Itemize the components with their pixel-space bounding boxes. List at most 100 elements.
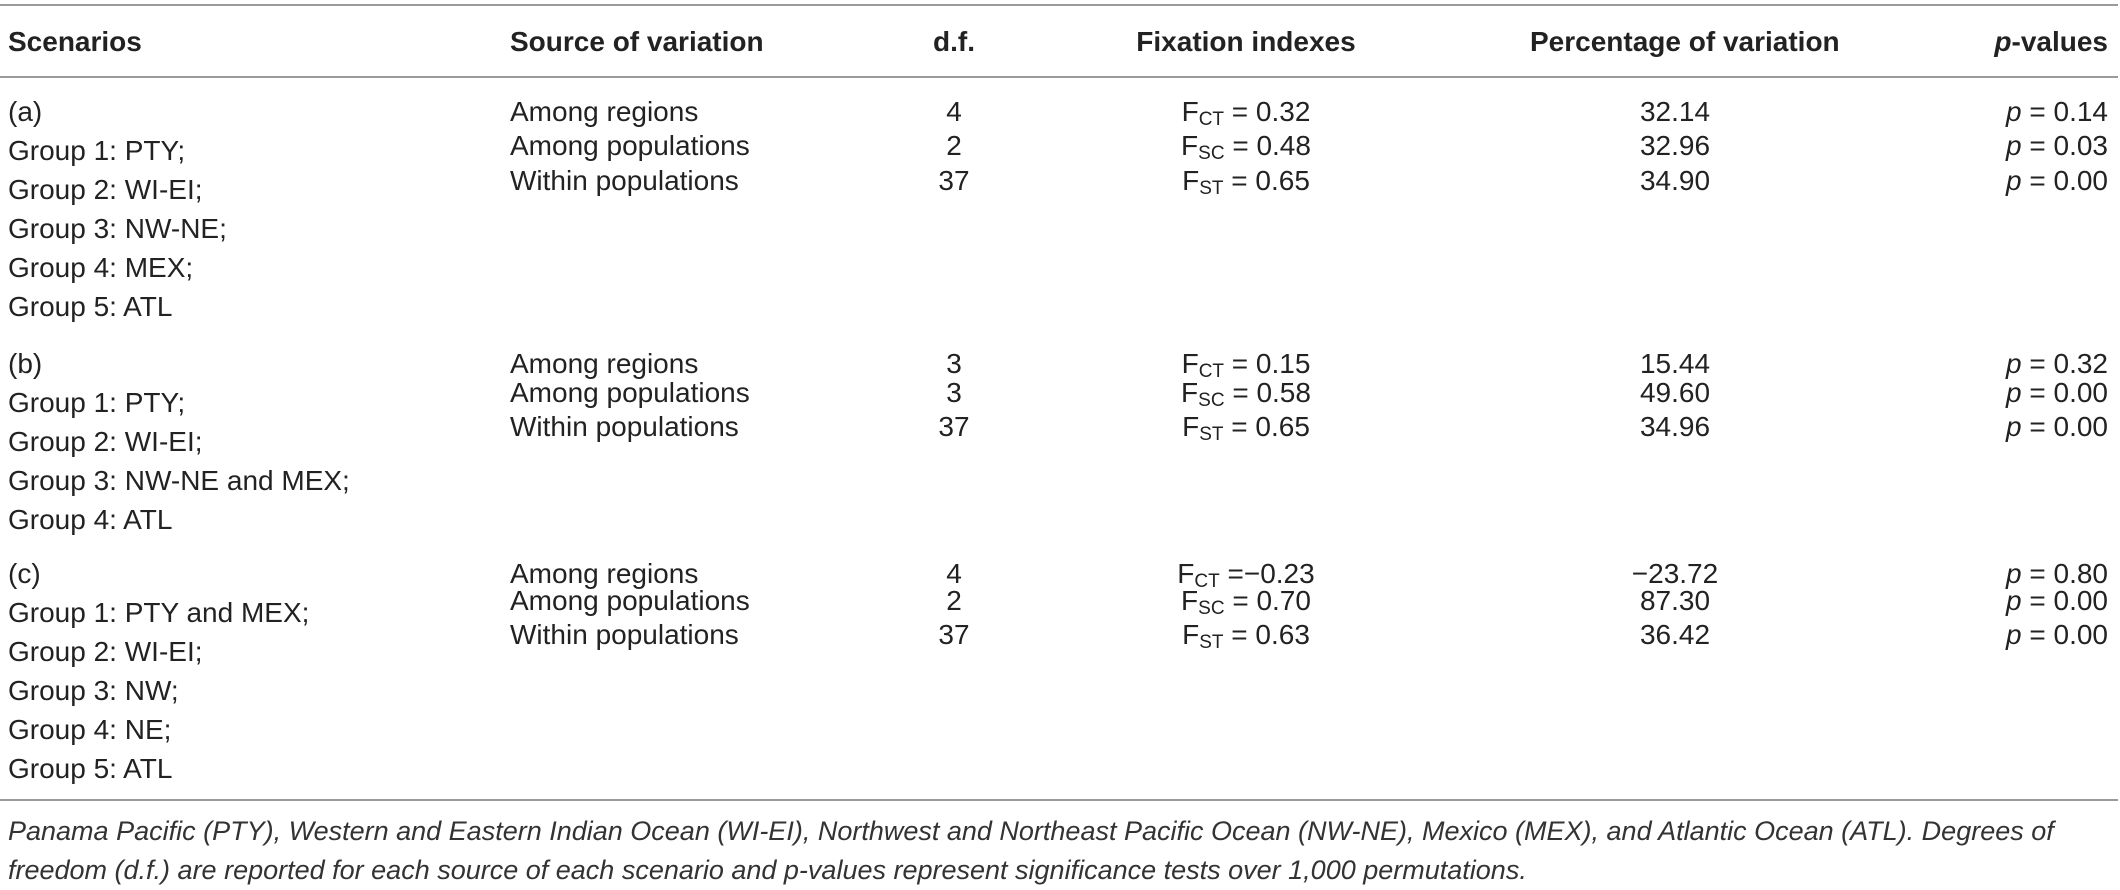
fixation-value: = 0.63 [1223,619,1310,650]
fixation-value: = 0.65 [1223,165,1310,196]
df-cell: 4 [946,558,962,589]
df-cell: 37 [938,165,970,196]
p-symbol: p [2006,411,2022,442]
fixation-index-cell: FSC = 0.70 [1112,581,1380,621]
df-cell: 2 [946,130,962,161]
fixation-symbol: F [1182,619,1200,650]
scenario-line: Group 3: NW-NE and MEX; [8,465,350,496]
fixation-symbol: F [1181,377,1199,408]
percentage-cell: 36.42 [1639,619,1711,650]
header-rule [0,76,2118,78]
scenario-line: (b) [8,348,43,379]
percentage-cell: 49.60 [1639,377,1711,408]
fixation-symbol: F [1181,585,1199,616]
header-fixation-indexes: Fixation indexes [1136,26,1356,57]
p-symbol: p [2006,348,2022,379]
p-value-cell: p = 0.00 [2006,161,2108,201]
scenario-line: Group 4: ATL [8,504,173,535]
p-symbol: p [2006,585,2022,616]
scenario-line: Group 2: WI-EI; [8,174,203,205]
source-of-variation-cell: Among populations [510,377,750,408]
header-df: d.f. [933,26,975,57]
p-value-cell: p = 0.00 [2006,373,2108,413]
header-p-symbol: p [1994,26,2012,57]
table-bottom-rule [0,799,2118,801]
header-source-of-variation: Source of variation [510,26,764,57]
fixation-value: = 0.70 [1224,585,1311,616]
p-value-cell: p = 0.03 [2006,126,2108,166]
fixation-index-cell: FSC = 0.48 [1112,126,1380,166]
p-symbol: p [2006,130,2022,161]
source-of-variation-cell: Within populations [510,619,739,650]
fixation-index-cell: FSC = 0.58 [1112,373,1380,413]
fixation-index-cell: FCT = 0.32 [1112,92,1380,132]
source-of-variation-cell: Within populations [510,165,739,196]
p-value-cell: p = 0.00 [2006,581,2108,621]
p-symbol: p [2006,96,2022,127]
source-of-variation-cell: Among populations [510,585,750,616]
p-value: = 0.00 [2021,377,2108,408]
fixation-index-cell: FST = 0.63 [1112,615,1380,655]
scenario-line: Group 5: ATL [8,753,173,784]
fixation-symbol: F [1182,165,1200,196]
fixation-subscript: SC [1198,143,1225,164]
scenario-line: Group 1: PTY; [8,135,186,166]
percentage-cell: 87.30 [1639,585,1711,616]
scenario-line: Group 2: WI-EI; [8,636,203,667]
fixation-symbol: F [1181,130,1199,161]
p-symbol: p [2006,165,2022,196]
percentage-cell: 34.96 [1639,411,1711,442]
scenario-line: Group 1: PTY; [8,387,186,418]
header-percentage-of-variation: Percentage of variation [1530,26,1840,57]
scenario-line: Group 5: ATL [8,291,173,322]
source-of-variation-cell: Among regions [510,558,699,589]
p-value: = 0.03 [2021,130,2108,161]
source-of-variation-cell: Among populations [510,130,750,161]
percentage-cell: 32.14 [1639,96,1711,127]
fixation-subscript: SC [1198,598,1225,619]
fixation-value: = 0.65 [1223,411,1310,442]
fixation-symbol: F [1177,558,1195,589]
p-value-cell: p = 0.00 [2006,407,2108,447]
fixation-index-cell: FCT =−0.23 [1112,554,1380,594]
scenario-line: Group 4: MEX; [8,252,194,283]
fixation-subscript: ST [1199,178,1224,199]
fixation-index-cell: FST = 0.65 [1112,407,1380,447]
header-p-values: p-values [1994,22,2108,62]
fixation-index-cell: FCT = 0.15 [1112,344,1380,384]
fixation-subscript: ST [1199,424,1224,445]
fixation-value: =−0.23 [1219,558,1315,589]
percentage-cell: 32.96 [1639,130,1711,161]
fixation-subscript: SC [1198,390,1225,411]
df-cell: 3 [946,348,962,379]
p-value: = 0.14 [2021,96,2108,127]
p-value-cell: p = 0.00 [2006,615,2108,655]
fixation-symbol: F [1181,348,1199,379]
df-cell: 37 [938,619,970,650]
scenario-b-description: (b) Group 1: PTY; Group 2: WI-EI; Group 3: … [8,344,350,539]
fixation-symbol: F [1181,96,1199,127]
p-value-cell: p = 0.80 [2006,554,2108,594]
fixation-subscript: CT [1198,109,1225,130]
fixation-subscript: ST [1199,632,1224,653]
source-of-variation-cell: Within populations [510,411,739,442]
fixation-value: = 0.32 [1224,96,1311,127]
fixation-value: = 0.58 [1224,377,1311,408]
df-cell: 4 [946,96,962,127]
percentage-cell: 15.44 [1639,348,1711,379]
scenario-a-description: (a) Group 1: PTY; Group 2: WI-EI; Group 3: … [8,92,227,326]
fixation-subscript: CT [1198,361,1225,382]
p-value-cell: p = 0.32 [2006,344,2108,384]
df-cell: 37 [938,411,970,442]
p-symbol: p [2006,558,2022,589]
p-value-cell: p = 0.14 [2006,92,2108,132]
p-symbol: p [2006,619,2022,650]
df-cell: 3 [946,377,962,408]
p-value: = 0.00 [2021,585,2108,616]
source-of-variation-cell: Among regions [510,96,699,127]
df-cell: 2 [946,585,962,616]
scenario-line: Group 4: NE; [8,714,172,745]
scenario-line: (c) [8,558,41,589]
scenario-c-description: (c) Group 1: PTY and MEX; Group 2: WI-EI; G… [8,554,309,788]
scenario-line: Group 3: NW-NE; [8,213,227,244]
